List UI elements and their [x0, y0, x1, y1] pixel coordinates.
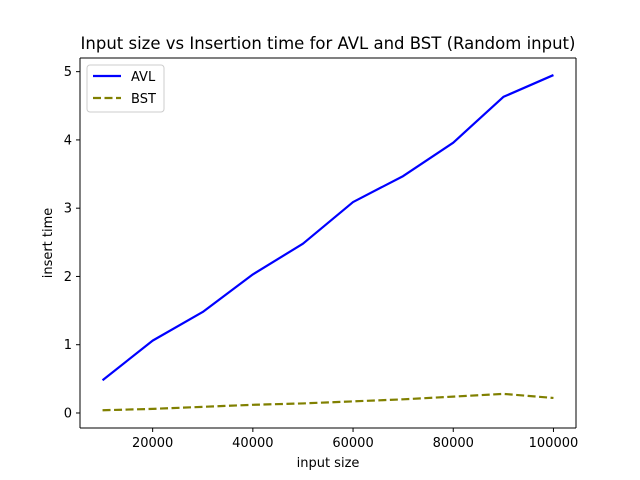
y-tick-label: 4: [64, 133, 72, 148]
x-tick-label: 80000: [433, 436, 474, 451]
y-axis-label: insert time: [41, 208, 56, 279]
legend-label-bst: BST: [131, 92, 156, 107]
x-tick-label: 20000: [132, 436, 173, 451]
series-line-avl: [101, 74, 554, 382]
legend: AVL BST: [86, 64, 165, 113]
x-tick-label: 60000: [332, 436, 373, 451]
x-tick-label: 100000: [529, 436, 579, 451]
y-tick-label: 1: [64, 338, 72, 353]
legend-label-avl: AVL: [131, 70, 156, 85]
chart-title: Input size vs Insertion time for AVL and…: [81, 34, 576, 53]
plot-area: [80, 58, 576, 428]
y-tick-label: 5: [64, 65, 72, 80]
x-axis-label: input size: [297, 456, 360, 471]
y-tick-label: 3: [64, 202, 72, 217]
plot-frame: [79, 57, 577, 429]
y-axis-ticks: 0 1 2 3 4 5: [64, 65, 80, 421]
y-tick-label: 0: [64, 406, 72, 421]
series-layer: [101, 74, 554, 412]
y-tick-label: 2: [64, 270, 72, 285]
x-tick-label: 40000: [232, 436, 273, 451]
series-line-bst: [102, 392, 554, 412]
x-axis-ticks: 20000 40000 60000 80000 100000: [132, 428, 578, 451]
